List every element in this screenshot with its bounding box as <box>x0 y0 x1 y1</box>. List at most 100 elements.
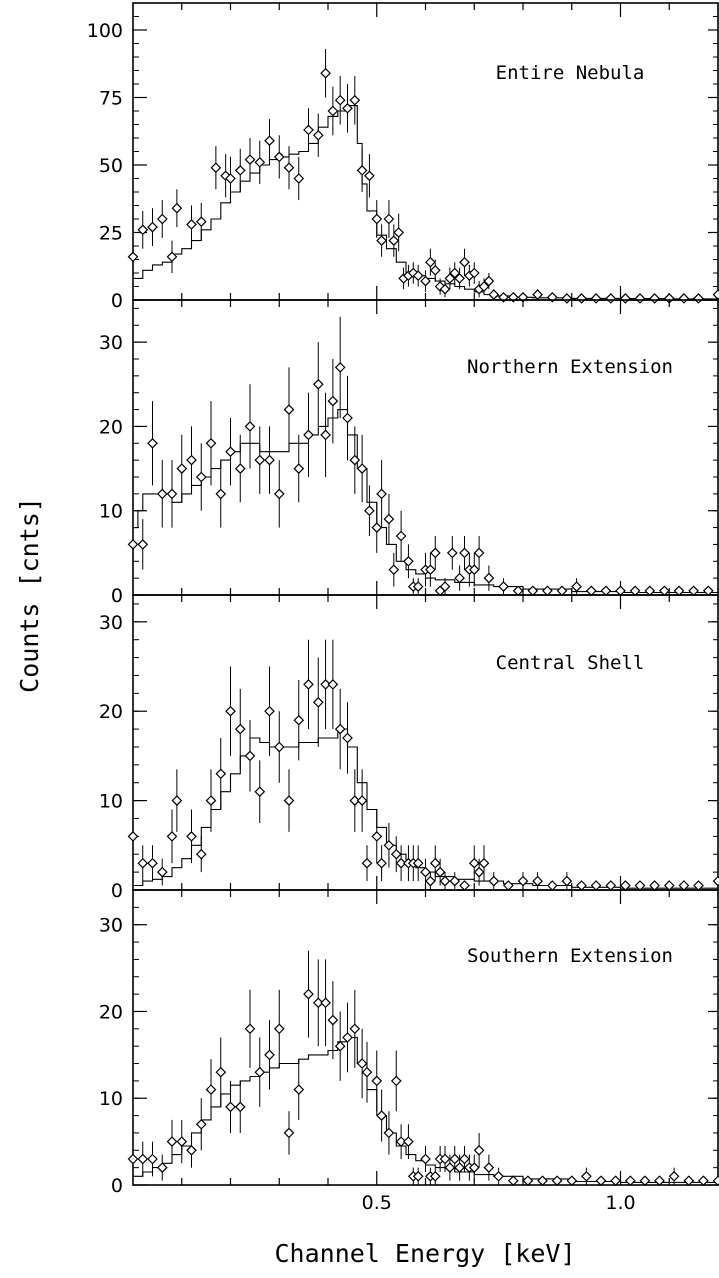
panel-title: Central Shell <box>496 652 645 674</box>
data-point <box>390 1075 402 1087</box>
data-point <box>459 880 470 891</box>
data-point <box>342 732 353 744</box>
y-tick-label: 25 <box>99 223 123 245</box>
data-point <box>388 564 400 576</box>
data-point <box>395 857 407 869</box>
data-point <box>156 488 168 500</box>
data-point <box>468 267 480 279</box>
data-point <box>371 1075 383 1087</box>
data-point <box>420 866 431 878</box>
data-point <box>459 547 470 559</box>
data-point <box>473 1144 485 1156</box>
data-point <box>459 1153 470 1165</box>
y-tick-label: 30 <box>99 332 123 354</box>
data-point <box>444 273 456 284</box>
data-point <box>127 831 139 842</box>
data-point <box>693 293 704 304</box>
data-point <box>383 1127 395 1139</box>
data-point <box>468 564 480 576</box>
data-point <box>571 581 582 592</box>
data-point <box>403 555 414 567</box>
x-tick-label: 1.0 <box>605 1192 635 1214</box>
panel-4: 0 10 20 30 Southern Extension <box>99 889 719 1197</box>
data-point <box>439 1153 451 1165</box>
data-point <box>376 857 387 869</box>
data-point <box>383 839 395 851</box>
data-point <box>186 454 197 466</box>
data-point <box>493 1170 504 1182</box>
data-point <box>283 162 295 174</box>
y-tick-label: 20 <box>99 701 123 723</box>
data-point <box>166 831 178 842</box>
data-point <box>371 213 383 225</box>
data-point <box>312 997 324 1009</box>
data-point <box>459 256 470 268</box>
data-point <box>327 105 339 117</box>
data-point <box>688 585 699 597</box>
data-point <box>166 488 178 500</box>
data-point <box>234 723 246 735</box>
data-point <box>137 224 149 236</box>
data-point <box>454 273 465 284</box>
data-point <box>186 219 197 230</box>
data-point <box>254 786 266 798</box>
data-point <box>634 293 646 304</box>
data-point <box>225 1101 236 1113</box>
data-point <box>147 1153 158 1165</box>
data-point <box>364 170 375 182</box>
data-point <box>624 1175 636 1187</box>
data-point <box>166 1136 178 1147</box>
data-point <box>349 454 361 466</box>
data-point <box>371 522 383 533</box>
data-point <box>605 880 617 891</box>
data-point <box>205 795 217 806</box>
panel-frame <box>132 2 719 301</box>
data-point <box>195 848 207 860</box>
data-point <box>659 585 670 597</box>
panel-3: 0 10 20 30 Central Shell <box>99 594 719 902</box>
data-point <box>303 679 314 690</box>
data-point <box>556 585 568 597</box>
data-point <box>449 267 461 279</box>
data-point <box>127 251 139 263</box>
data-point <box>473 547 485 559</box>
data-point <box>215 1066 227 1078</box>
data-point <box>356 463 368 474</box>
data-point <box>581 1170 592 1182</box>
data-point <box>388 235 400 246</box>
data-point <box>244 750 256 762</box>
data-point <box>244 1023 256 1035</box>
data-point <box>468 1162 480 1173</box>
data-point <box>390 848 402 860</box>
data-point <box>488 289 500 300</box>
data-point <box>439 283 451 295</box>
data-point <box>585 585 597 597</box>
data-point <box>334 94 346 106</box>
data-point <box>590 293 602 304</box>
data-point <box>264 705 275 717</box>
data-point <box>566 1175 578 1187</box>
data-point <box>312 129 324 141</box>
data-point <box>361 857 373 869</box>
data-point <box>234 1101 246 1113</box>
data-point <box>254 1066 266 1078</box>
data-point <box>576 880 587 891</box>
data-point <box>429 1170 441 1182</box>
data-point <box>483 572 495 584</box>
panel-2: 0 10 20 30 Northern Extension <box>99 299 719 607</box>
y-tick-label: 50 <box>99 155 123 177</box>
data-point <box>673 585 685 597</box>
data-point <box>186 1144 197 1156</box>
x-tick-label: 0.5 <box>362 1192 392 1214</box>
data-point <box>371 831 383 842</box>
data-point <box>395 530 407 542</box>
data-point <box>395 1136 407 1147</box>
data-point <box>342 102 353 114</box>
data-point <box>412 270 424 282</box>
data-point <box>478 281 490 292</box>
data-point <box>712 875 719 887</box>
data-point <box>542 585 553 597</box>
data-point <box>205 437 217 449</box>
data-point <box>393 227 405 238</box>
